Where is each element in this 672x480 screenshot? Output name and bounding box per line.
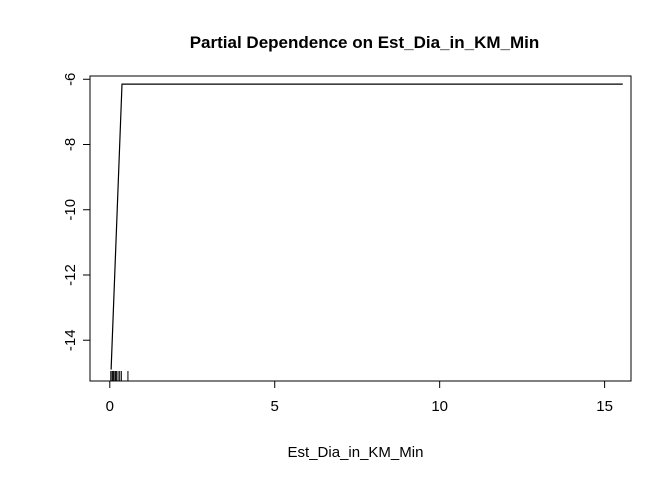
y-tick-label: -8 [62, 138, 79, 151]
series-layer [110, 83, 623, 370]
x-axis: 0 5 10 15 [106, 380, 613, 415]
x-tick-label: 10 [431, 398, 448, 415]
chart-title: Partial Dependence on Est_Dia_in_KM_Min [190, 33, 540, 52]
x-tick-label: 15 [596, 398, 613, 415]
plot-frame [89, 75, 632, 382]
partial-dependence-line [110, 83, 623, 370]
y-tick-label: -12 [62, 264, 79, 286]
rug-layer [110, 371, 129, 381]
x-axis-label: Est_Dia_in_KM_Min [288, 444, 424, 461]
x-tick-label: 0 [106, 398, 114, 415]
y-tick-label: -10 [62, 199, 79, 221]
y-axis: -14 -12 -10 -8 -6 [62, 73, 91, 351]
y-tick-label: -14 [62, 329, 79, 351]
y-tick-label: -6 [62, 73, 79, 86]
x-tick-label: 5 [271, 398, 279, 415]
